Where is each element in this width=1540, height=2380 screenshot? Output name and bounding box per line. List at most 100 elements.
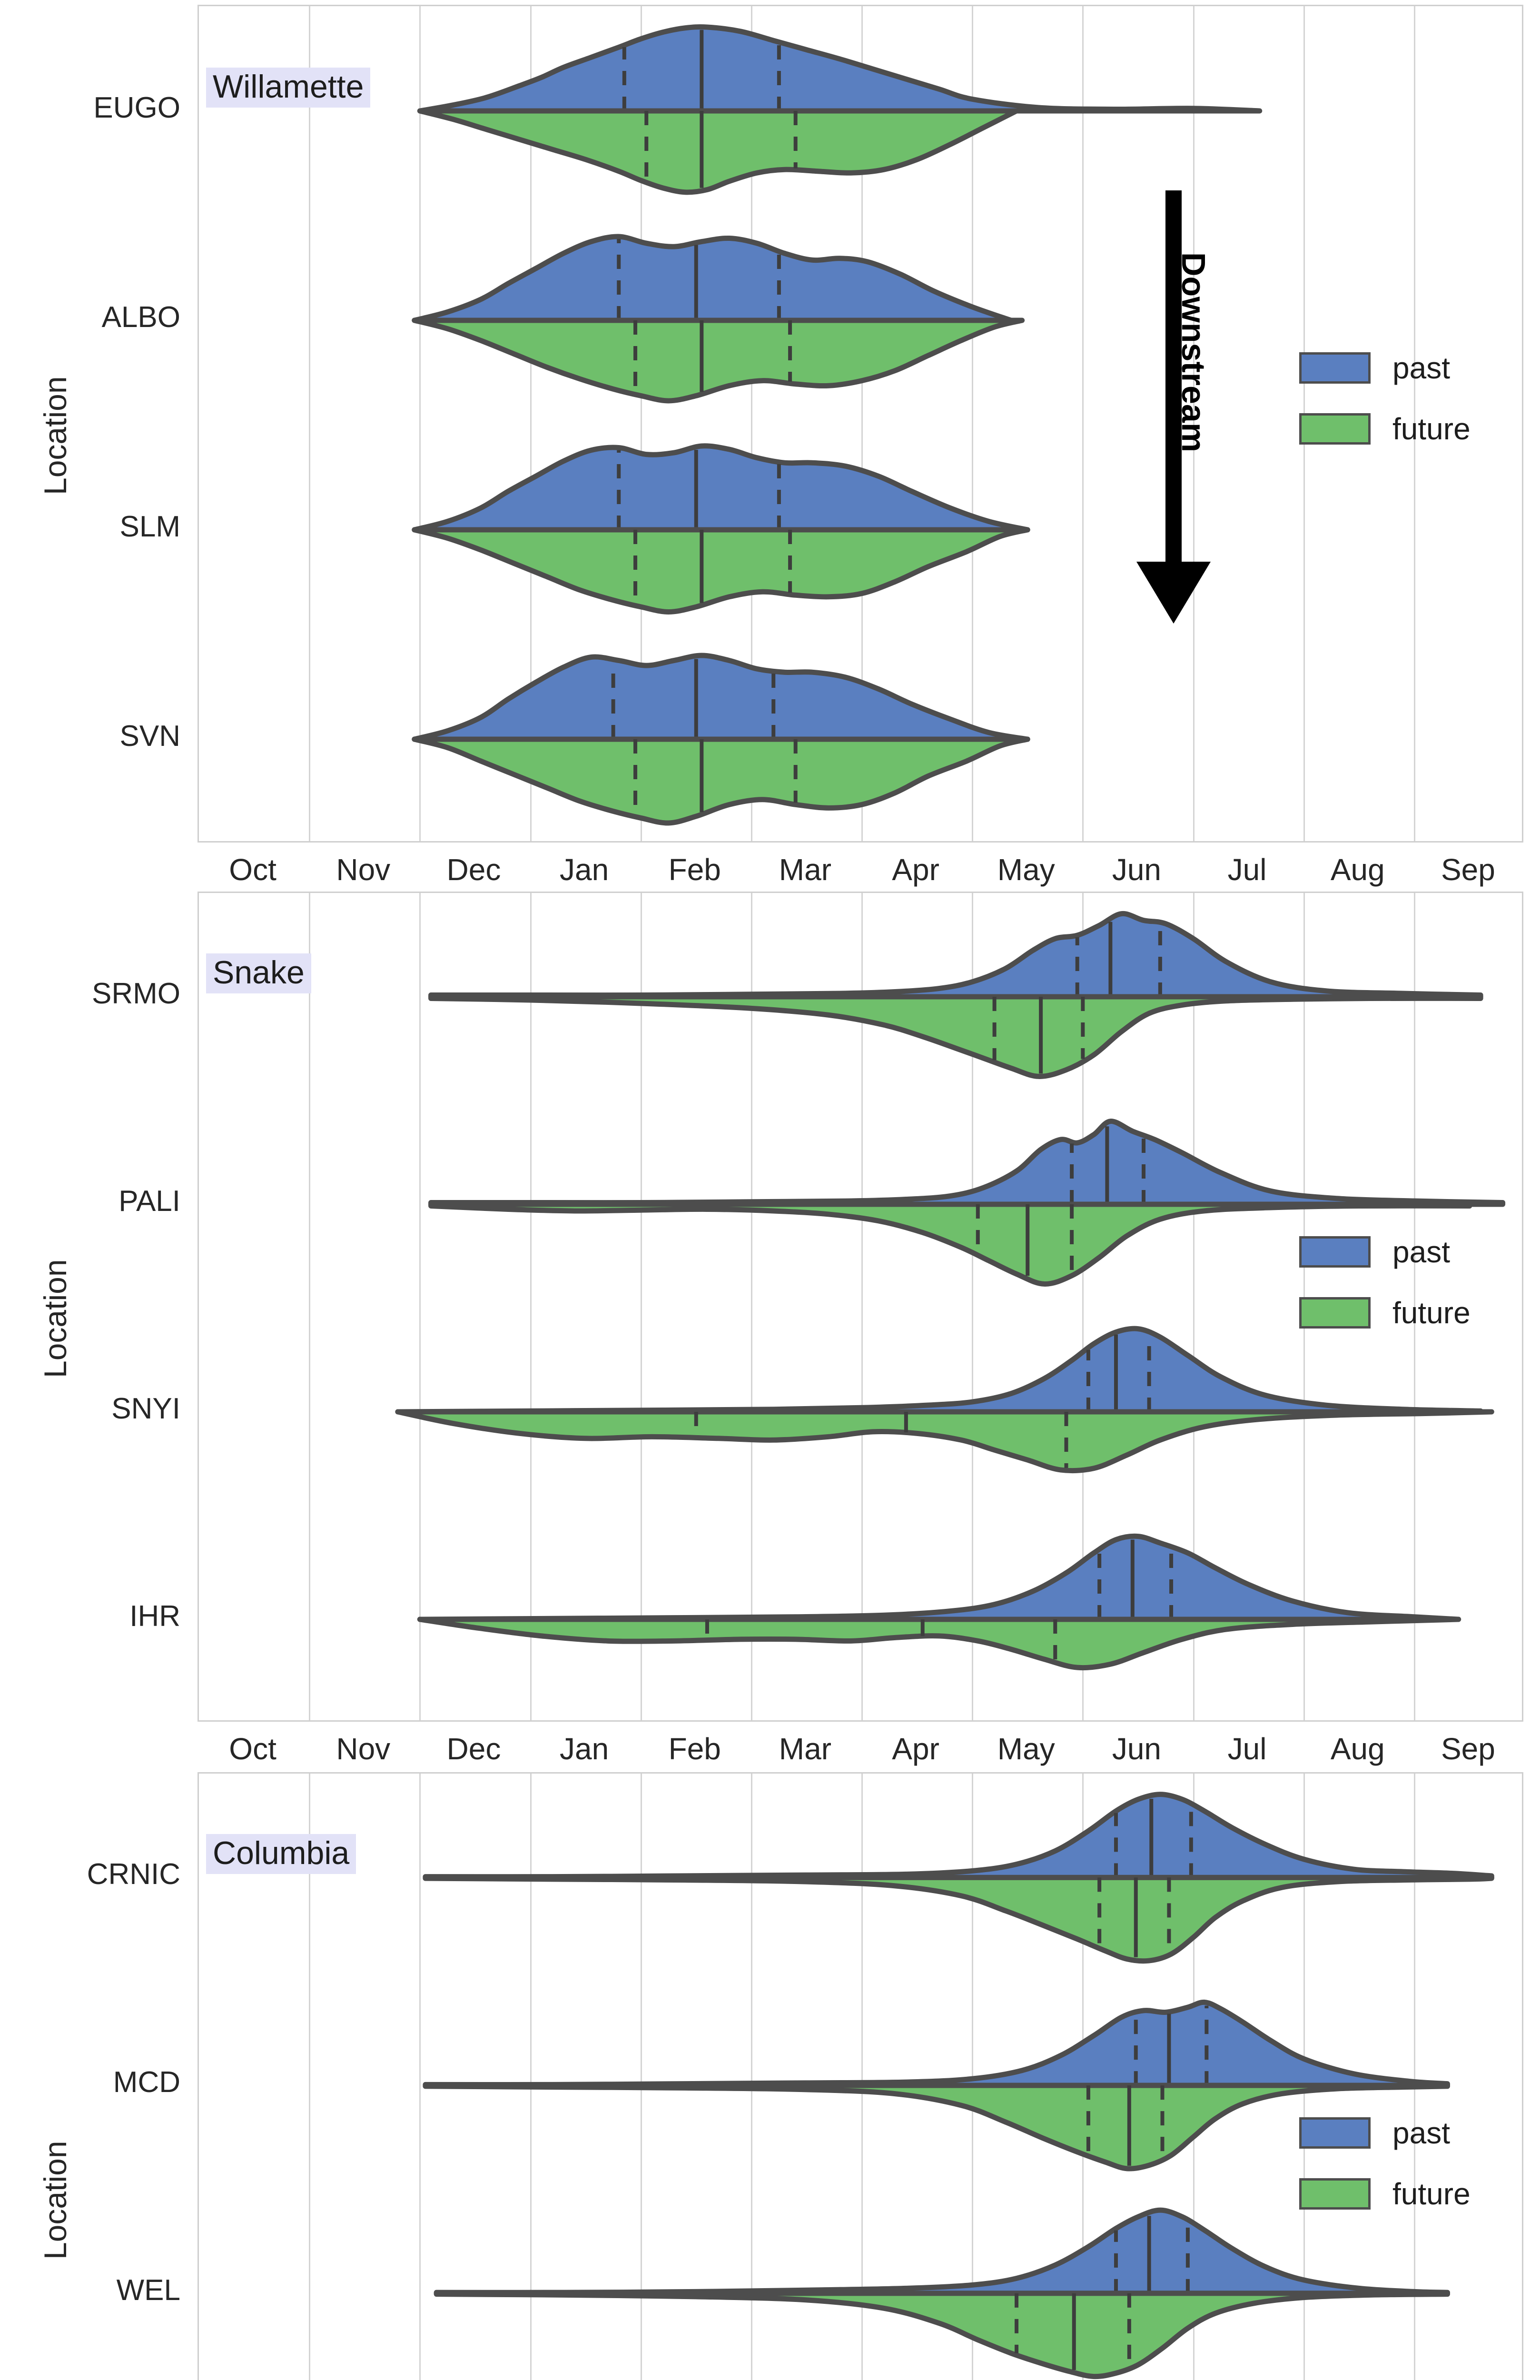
y-axis-title-2: Location (38, 1259, 73, 1378)
gridline (1413, 893, 1415, 1720)
violin-SRMO (428, 911, 1483, 1079)
gridline (972, 893, 974, 1720)
gridline (640, 6, 642, 841)
violin-half-future (423, 2082, 1450, 2172)
gridline (309, 1774, 311, 2380)
y-axis-title-1: Location (38, 376, 73, 495)
gridline (1413, 6, 1415, 841)
x-tick-may: May (997, 853, 1055, 887)
violin-layer (395, 911, 1506, 1671)
x-tick-dec: Dec (446, 1732, 501, 1766)
violin-half-future (412, 317, 1025, 404)
x-tick-jul: Jul (1227, 1732, 1267, 1766)
gridline (530, 893, 532, 1720)
plot-panel-3 (197, 1772, 1523, 2380)
violin-half-past (423, 1999, 1450, 2088)
violin-IHR (417, 1533, 1461, 1671)
violin-SLM (412, 443, 1030, 615)
violin-half-past (412, 653, 1030, 742)
legend-swatch-past (1299, 352, 1371, 384)
gridline (750, 6, 752, 841)
gridline (640, 893, 642, 1720)
violin-half-past (417, 1533, 1461, 1622)
x-tick-mar: Mar (779, 1732, 832, 1766)
legend-item-future[interactable]: future (1299, 1297, 1471, 1329)
y-tick-CRNIC: CRNIC (87, 1858, 180, 1891)
legend-swatch-past (1299, 1236, 1371, 1268)
violin-half-future (434, 2291, 1450, 2380)
violin-SVN (412, 653, 1030, 826)
violin-PALI (428, 1119, 1506, 1287)
gridline (972, 6, 974, 841)
violin-half-past (417, 24, 1263, 114)
x-tick-oct: Oct (229, 1732, 276, 1766)
panel-title-3: Columbia (206, 1834, 356, 1874)
x-tick-feb: Feb (668, 853, 721, 887)
x-tick-sep: Sep (1441, 853, 1495, 887)
violin-half-future (423, 1874, 1494, 1964)
gridline (309, 6, 311, 841)
legend-item-future[interactable]: future (1299, 413, 1471, 445)
legend-item-future[interactable]: future (1299, 2178, 1471, 2210)
gridline (1413, 1774, 1415, 2380)
x-tick-nov: Nov (336, 1732, 391, 1766)
y-tick-IHR: IHR (129, 1600, 180, 1633)
violin-half-future (395, 1409, 1494, 1474)
violin-half-past (412, 234, 1014, 323)
legend-swatch-future (1299, 2178, 1371, 2210)
violin-half-past (395, 1326, 1483, 1415)
violin-half-past (412, 443, 1030, 533)
legend-label-future: future (1392, 1295, 1471, 1330)
violin-CRNIC (423, 1792, 1494, 1964)
legend-item-past[interactable]: past (1299, 1236, 1450, 1268)
violin-half-future (417, 108, 1019, 195)
x-tick-nov: Nov (336, 853, 391, 887)
violin-MCD (423, 1999, 1450, 2172)
legend-label-past: past (1392, 351, 1450, 386)
y-tick-SVN: SVN (119, 720, 180, 753)
legend-label-past: past (1392, 2116, 1450, 2150)
legend-label-past: past (1392, 1234, 1450, 1269)
y-tick-SRMO: SRMO (92, 977, 180, 1010)
x-tick-apr: Apr (892, 853, 939, 887)
y-tick-PALI: PALI (118, 1185, 180, 1218)
violin-ALBO (412, 234, 1025, 404)
x-tick-apr: Apr (892, 1732, 939, 1766)
gridline (530, 1774, 532, 2380)
gridline (309, 893, 311, 1720)
legend-item-past[interactable]: past (1299, 2117, 1450, 2149)
gridline (750, 893, 752, 1720)
legend-swatch-past (1299, 2117, 1371, 2149)
x-tick-aug: Aug (1330, 853, 1385, 887)
gridline (1193, 6, 1194, 841)
legend-item-past[interactable]: past (1299, 352, 1450, 384)
panel-title-2: Snake (206, 953, 311, 993)
gridline (861, 893, 863, 1720)
y-tick-SLM: SLM (119, 510, 180, 543)
legend-label-future: future (1392, 2177, 1471, 2211)
x-tick-dec: Dec (446, 853, 501, 887)
violin-half-past (428, 1119, 1506, 1207)
x-tick-feb: Feb (668, 1732, 721, 1766)
violin-half-past (434, 2207, 1450, 2296)
violin-half-future (428, 994, 1483, 1079)
x-tick-may: May (997, 1732, 1055, 1766)
y-tick-ALBO: ALBO (101, 301, 180, 334)
violin-WEL (434, 2207, 1450, 2380)
gridline (861, 6, 863, 841)
y-tick-SNYI: SNYI (111, 1392, 180, 1425)
violin-layer (412, 24, 1263, 826)
legend-swatch-future (1299, 1297, 1371, 1329)
gridline (1082, 893, 1084, 1720)
y-tick-WEL: WEL (116, 2273, 180, 2307)
gridline (861, 1774, 863, 2380)
violin-half-past (423, 1792, 1494, 1880)
violin-EUGO (417, 24, 1263, 195)
panel-title-1: Willamette (206, 68, 371, 108)
gridline (419, 1774, 421, 2380)
x-tick-jan: Jan (559, 1732, 609, 1766)
gridline (419, 6, 421, 841)
y-axis-title-3: Location (38, 2140, 73, 2260)
gridline (419, 893, 421, 1720)
